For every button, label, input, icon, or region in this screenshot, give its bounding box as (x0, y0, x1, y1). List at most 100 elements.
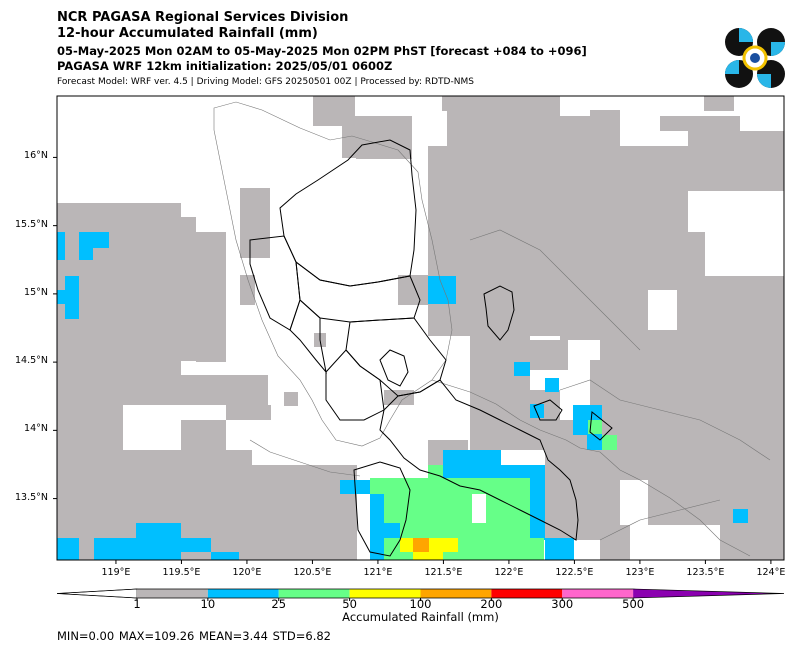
chart-title: NCR PAGASA Regional Services Division (57, 10, 349, 25)
lon-tick-label: 122°E (494, 567, 524, 578)
colorbar-tick-label: 500 (622, 597, 645, 611)
model-info: Forecast Model: WRF ver. 4.5 | Driving M… (57, 77, 474, 87)
lon-tick-label: 123.5°E (686, 567, 725, 578)
colorbar-segment (207, 589, 279, 598)
rainfall-cell (602, 435, 617, 450)
rainfall-cell (720, 525, 784, 560)
rainfall-cell (660, 232, 705, 277)
rainfall-cell (500, 96, 560, 116)
rainfall-cell (545, 440, 620, 540)
rainfall-cell (428, 465, 443, 480)
rainfall-cell (514, 362, 530, 376)
lon-tick-label: 122.5°E (555, 567, 594, 578)
rainfall-cell (733, 509, 748, 523)
rainfall-cell (57, 290, 65, 304)
rainfall-cell (660, 116, 740, 131)
lon-tick-label: 121.5°E (424, 567, 463, 578)
rainfall-cell (545, 538, 574, 560)
rainfall-cell (443, 450, 501, 480)
rainfall-cell (447, 110, 489, 150)
statistics-summary: MIN=0.00 MAX=109.26 MEAN=3.44 STD=6.82 (57, 629, 331, 643)
colorbar-tick-label: 100 (409, 597, 432, 611)
rainfall-cell (472, 480, 502, 494)
rainfall-cell (57, 405, 123, 450)
province-boundaries (249, 139, 613, 557)
lon-tick-label: 123°E (625, 567, 655, 578)
product-title: 12-hour Accumulated Rainfall (mm) (57, 26, 318, 41)
rainfall-cell (648, 480, 784, 525)
colorbar-segment (278, 589, 350, 598)
rainfall-cell (384, 494, 472, 523)
rainfall-cell (181, 538, 211, 552)
rainfall-cell (413, 552, 443, 560)
rainfall-cell (428, 146, 688, 276)
rainfall-cell (688, 146, 784, 191)
lon-tick-label: 119°E (101, 567, 131, 578)
colorbar-segment (137, 589, 208, 598)
rainfall-cell (400, 523, 530, 538)
colorbar-segment (491, 589, 563, 598)
rainfall-cell (545, 378, 559, 392)
rainfall-cell (65, 276, 79, 319)
rainfall-cell (413, 538, 429, 552)
rainfall-cell (648, 276, 784, 290)
rainfall-cell (530, 404, 544, 418)
colorbar (56, 588, 785, 601)
rainfall-cell (704, 96, 734, 111)
colorbar-segment (420, 589, 492, 598)
rainfall-cell (181, 420, 226, 450)
lat-tick-label: 15.5°N (14, 218, 48, 230)
rainfall-cell (498, 340, 568, 370)
lat-tick-label: 13.5°N (14, 491, 48, 503)
rainfall-cell (442, 96, 472, 111)
rainfall-cell (94, 538, 136, 560)
rainfall-cell (136, 523, 181, 560)
rainfall-cell (211, 552, 239, 560)
lat-tick-label: 16°N (24, 150, 48, 162)
rainfall-cell (560, 320, 600, 340)
rainfall-cell (590, 360, 784, 450)
rainfall-cell (370, 478, 530, 494)
lat-tick-label: 14.5°N (14, 355, 48, 367)
colorbar-over-extension (633, 589, 784, 598)
rainfall-cell (240, 188, 270, 258)
colorbar-tick-label: 1 (133, 597, 141, 611)
coastlines (213, 101, 771, 557)
rainfall-cell (620, 525, 630, 560)
colorbar-tick-label: 25 (271, 597, 287, 611)
rainfall-cell (688, 131, 784, 146)
lon-tick-label: 119.5°E (162, 567, 201, 578)
rainfall-cell (356, 131, 412, 159)
colorbar-label: Accumulated Rainfall (mm) (342, 610, 499, 624)
rainfall-cell (486, 494, 530, 523)
rainfall-cell (226, 405, 271, 420)
rainfall-cell (428, 276, 456, 304)
rainfall-cell (620, 450, 784, 480)
axis-ticks (53, 156, 772, 564)
pagasa-logo (725, 28, 785, 88)
rainfall-cell (398, 275, 428, 305)
rainfall-cell (79, 232, 109, 248)
colorbar-segment (562, 589, 634, 598)
rainfall-cell (486, 116, 531, 146)
rainfall-cell (57, 450, 152, 465)
rainfall-cell (79, 248, 93, 260)
lon-tick-label: 120.5°E (293, 567, 332, 578)
lon-tick-label: 120°E (232, 567, 262, 578)
colorbar-tick-label: 200 (480, 597, 503, 611)
lon-tick-label: 124°E (756, 567, 786, 578)
rainfall-cell (587, 435, 602, 450)
rainfall-cell (384, 390, 414, 405)
lat-tick-label: 15°N (24, 286, 48, 298)
lat-tick-label: 14°N (24, 423, 48, 435)
rainfall-cell (590, 110, 620, 150)
rainfall-cell (152, 450, 252, 465)
colorbar-tick-label: 50 (342, 597, 357, 611)
valid-period: 05-May-2025 Mon 02AM to 05-May-2025 Mon … (57, 44, 587, 58)
rainfall-cell (240, 275, 255, 305)
colorbar-segment (349, 589, 421, 598)
rainfall-cell (57, 538, 79, 560)
map-frame (56, 95, 785, 561)
rainfall-cell (57, 232, 65, 260)
